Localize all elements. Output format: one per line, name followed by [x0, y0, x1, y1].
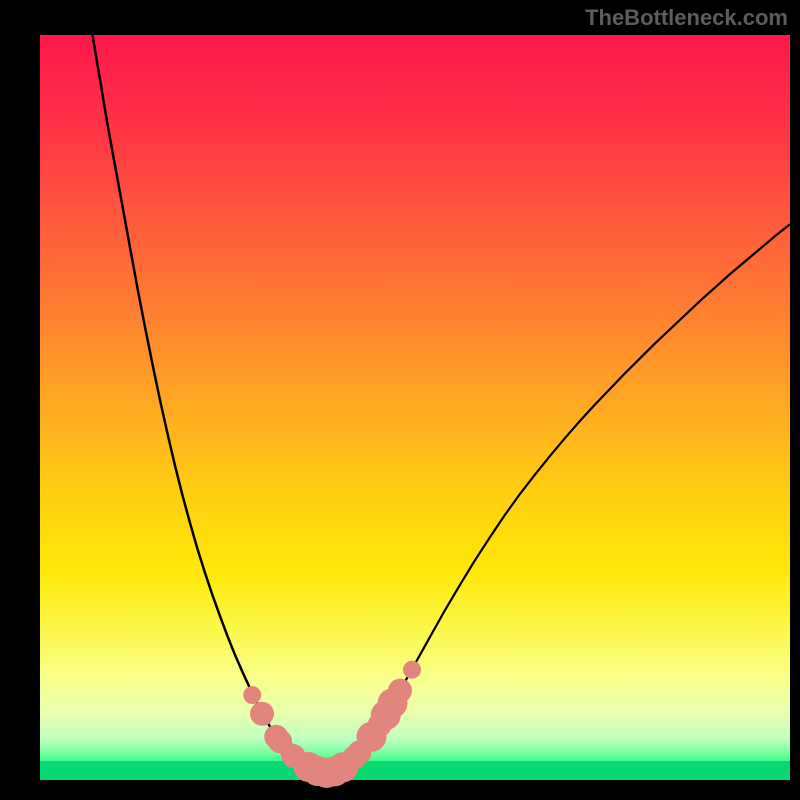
- plot-container: [40, 35, 790, 780]
- watermark: TheBottleneck.com: [585, 5, 788, 31]
- marker-dot: [243, 686, 261, 704]
- curve-left: [93, 35, 326, 773]
- marker-dot: [255, 708, 273, 726]
- chart-svg: [40, 35, 790, 780]
- marker-dot: [388, 679, 412, 703]
- marker-dot: [403, 661, 421, 679]
